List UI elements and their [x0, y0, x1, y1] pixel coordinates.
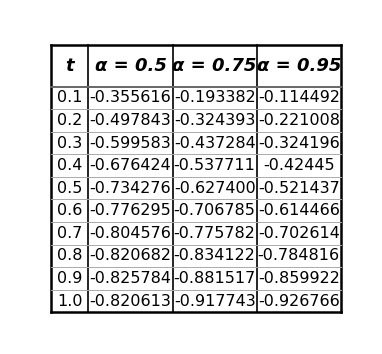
Text: -0.784816: -0.784816 [258, 249, 340, 263]
Text: -0.193382: -0.193382 [174, 90, 256, 105]
Text: -0.926766: -0.926766 [258, 293, 340, 309]
Text: t: t [65, 57, 74, 75]
Text: -0.775782: -0.775782 [174, 226, 256, 241]
Text: α = 0.75: α = 0.75 [172, 57, 257, 75]
Text: 0.5: 0.5 [57, 181, 82, 196]
Text: 0.7: 0.7 [57, 226, 82, 241]
Text: -0.42445: -0.42445 [263, 158, 335, 173]
Text: -0.437284: -0.437284 [174, 136, 256, 150]
Text: -0.497843: -0.497843 [90, 113, 172, 128]
Text: -0.614466: -0.614466 [258, 203, 340, 218]
Text: -0.820682: -0.820682 [89, 249, 172, 263]
Text: -0.324393: -0.324393 [174, 113, 255, 128]
Text: 1.0: 1.0 [57, 293, 82, 309]
Text: -0.804576: -0.804576 [89, 226, 172, 241]
Text: -0.676424: -0.676424 [90, 158, 172, 173]
Text: -0.820613: -0.820613 [89, 293, 172, 309]
Text: 0.1: 0.1 [57, 90, 82, 105]
Text: 0.8: 0.8 [57, 249, 82, 263]
Text: -0.706785: -0.706785 [174, 203, 256, 218]
Text: -0.355616: -0.355616 [90, 90, 172, 105]
Text: -0.702614: -0.702614 [258, 226, 340, 241]
Text: 0.6: 0.6 [57, 203, 82, 218]
Text: -0.734276: -0.734276 [90, 181, 171, 196]
Text: -0.521437: -0.521437 [258, 181, 340, 196]
Text: -0.776295: -0.776295 [90, 203, 172, 218]
Text: 0.4: 0.4 [57, 158, 82, 173]
Text: α = 0.5: α = 0.5 [95, 57, 167, 75]
Text: -0.859922: -0.859922 [258, 271, 340, 286]
Text: 0.2: 0.2 [57, 113, 82, 128]
Text: -0.881517: -0.881517 [173, 271, 256, 286]
Text: -0.114492: -0.114492 [258, 90, 340, 105]
Text: -0.221008: -0.221008 [258, 113, 340, 128]
Text: -0.599583: -0.599583 [90, 136, 172, 150]
Text: -0.627400: -0.627400 [174, 181, 256, 196]
Text: -0.537711: -0.537711 [174, 158, 256, 173]
Text: -0.324196: -0.324196 [258, 136, 340, 150]
Text: -0.834122: -0.834122 [174, 249, 256, 263]
Text: 0.3: 0.3 [57, 136, 82, 150]
Text: 0.9: 0.9 [57, 271, 82, 286]
Text: -0.825784: -0.825784 [89, 271, 172, 286]
Text: α = 0.95: α = 0.95 [257, 57, 341, 75]
Text: -0.917743: -0.917743 [174, 293, 256, 309]
